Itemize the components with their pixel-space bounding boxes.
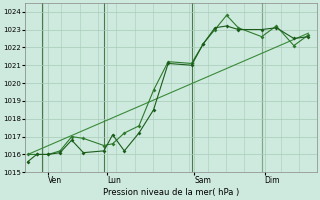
X-axis label: Pression niveau de la mer( hPa ): Pression niveau de la mer( hPa ): [103, 188, 239, 197]
